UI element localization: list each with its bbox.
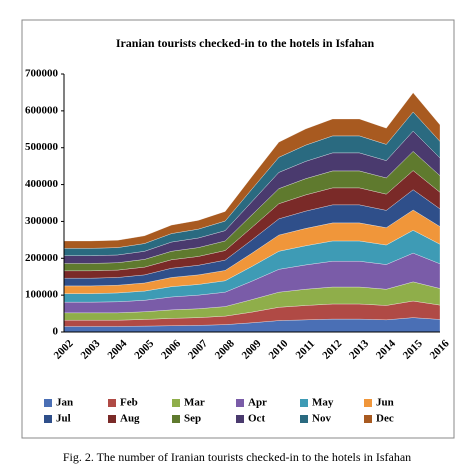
legend-label: Feb: [120, 397, 138, 409]
y-tick-label: 700000: [25, 68, 59, 80]
caption: Fig. 2. The number of Iranian tourists c…: [63, 450, 411, 464]
legend-label: Apr: [248, 397, 267, 409]
legend-swatch: [108, 415, 116, 423]
y-tick-label: 300000: [25, 215, 59, 227]
legend-swatch: [364, 415, 372, 423]
legend-swatch: [172, 415, 180, 423]
legend-swatch: [172, 399, 180, 407]
y-tick-label: 200000: [25, 252, 59, 264]
legend-label: Aug: [120, 413, 140, 425]
legend-label: May: [312, 397, 334, 409]
legend-label: Jul: [56, 413, 71, 425]
legend-label: Dec: [376, 413, 394, 425]
legend-swatch: [364, 399, 372, 407]
legend-swatch: [108, 399, 116, 407]
legend-label: Jun: [376, 397, 394, 409]
y-tick-label: 500000: [25, 141, 59, 153]
legend-swatch: [300, 415, 308, 423]
chart-title: Iranian tourists checked-in to the hotel…: [116, 36, 375, 50]
y-tick-label: 0: [53, 326, 59, 338]
legend-label: Jan: [56, 397, 73, 409]
legend-swatch: [44, 415, 52, 423]
area: [63, 92, 441, 249]
legend-label: Nov: [312, 413, 331, 425]
legend-swatch: [236, 415, 244, 423]
legend-label: Mar: [184, 397, 205, 409]
y-tick-label: 600000: [25, 104, 59, 116]
y-tick-label: 100000: [25, 289, 59, 301]
legend-label: Oct: [248, 413, 265, 425]
y-tick-label: 400000: [25, 178, 59, 190]
legend-swatch: [300, 399, 308, 407]
legend-swatch: [44, 399, 52, 407]
legend-label: Sep: [184, 413, 201, 425]
legend-swatch: [236, 399, 244, 407]
